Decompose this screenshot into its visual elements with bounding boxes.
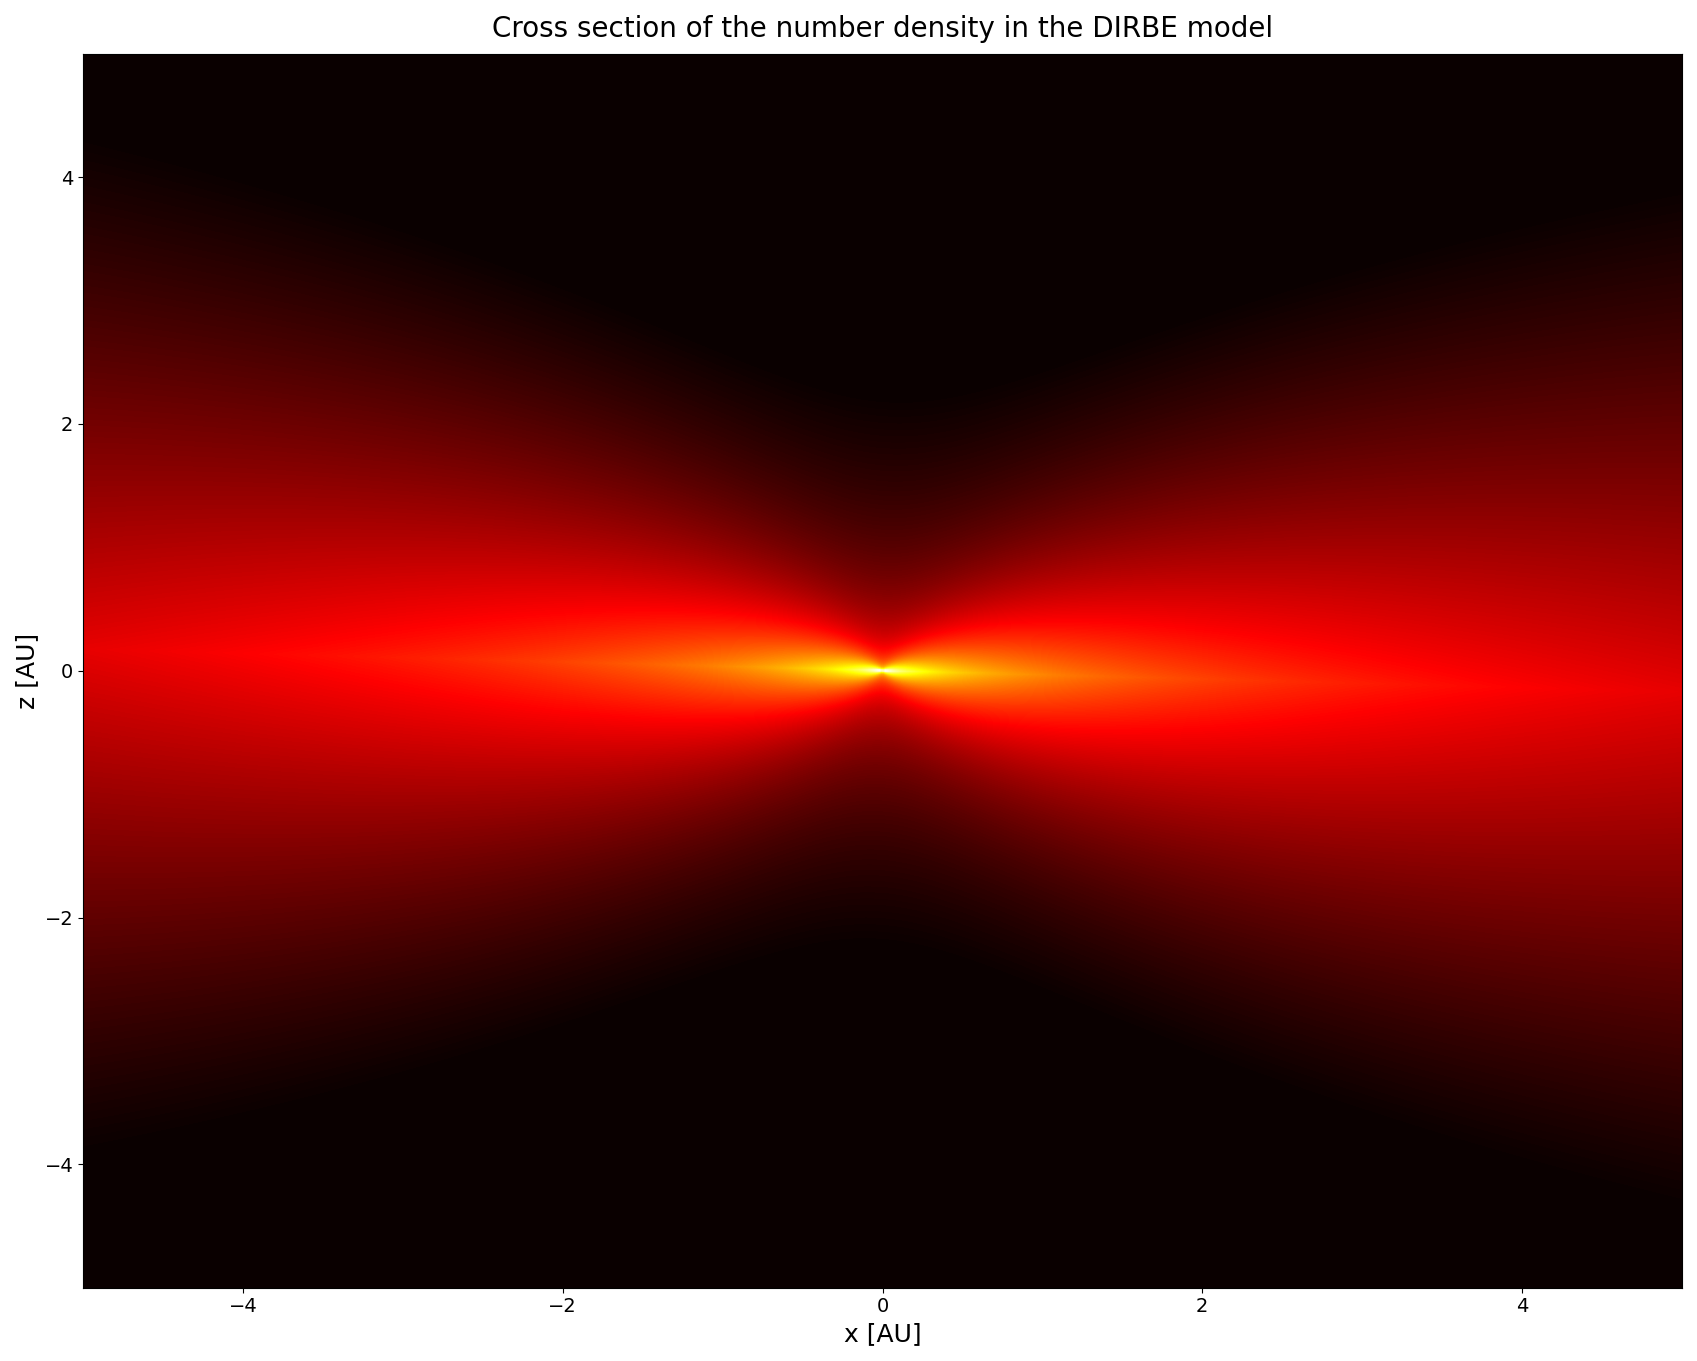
Y-axis label: z [AU]: z [AU]: [15, 633, 39, 709]
Title: Cross section of the number density in the DIRBE model: Cross section of the number density in t…: [492, 15, 1273, 44]
X-axis label: x [AU]: x [AU]: [843, 1322, 921, 1346]
